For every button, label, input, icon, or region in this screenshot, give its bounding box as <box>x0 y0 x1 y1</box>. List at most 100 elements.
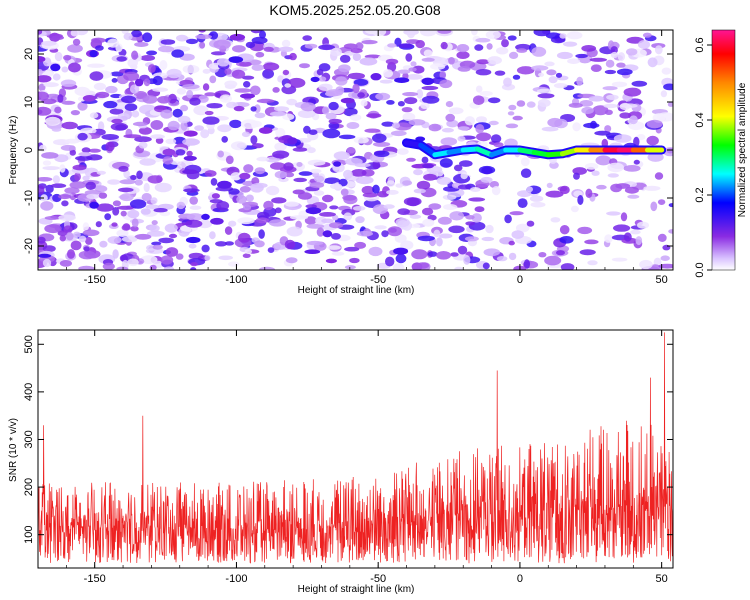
heatmap-cell <box>168 93 177 104</box>
heatmap-cell <box>140 255 158 265</box>
heatmap-cell <box>54 106 62 114</box>
heatmap-cell <box>292 147 308 152</box>
heatmap-cell <box>623 87 642 97</box>
heatmap-cell <box>297 192 313 200</box>
heatmap-cell <box>391 122 400 129</box>
heatmap-cell <box>236 142 246 149</box>
heatmap-cell <box>239 172 251 180</box>
heatmap-cell <box>265 185 280 196</box>
heatmap-cell <box>89 50 98 58</box>
heatmap-cell <box>304 216 317 225</box>
heatmap-cell <box>209 75 217 84</box>
heatmap-cell <box>285 257 298 264</box>
heatmap-cell <box>515 223 530 233</box>
heatmap-cell <box>478 165 496 175</box>
heatmap-cell <box>474 44 484 51</box>
heatmap-cell <box>256 156 270 162</box>
heatmap-cell <box>116 266 129 270</box>
heatmap-cell <box>413 169 423 176</box>
snr-x-ticks: -150 -100 -50 0 50 <box>37 330 668 585</box>
colorbar-tick-label: 0.6 <box>694 37 706 52</box>
heatmap-cell <box>254 112 266 119</box>
x-tick-label: -150 <box>84 274 106 286</box>
heatmap-cell <box>51 35 64 40</box>
heatmap-cell <box>613 134 632 143</box>
heatmap-cell <box>45 184 54 194</box>
heatmap-cell <box>183 130 198 137</box>
heatmap-cell <box>218 255 233 261</box>
heatmap-cell <box>379 79 393 84</box>
heatmap-cell <box>623 165 641 172</box>
heatmap-cell <box>293 177 308 183</box>
heatmap-cell <box>59 164 66 173</box>
heatmap-cell <box>131 50 139 60</box>
heatmap-cell <box>273 106 290 112</box>
heatmap-cell <box>309 182 325 189</box>
heatmap-cell <box>82 222 90 231</box>
y-tick-label: -10 <box>23 190 35 206</box>
heatmap-cell <box>559 225 570 235</box>
heatmap-cell <box>127 209 140 219</box>
heatmap-cell <box>251 36 268 45</box>
heatmap-cell <box>347 72 365 80</box>
heatmap-cell <box>457 245 468 255</box>
heatmap-cell <box>54 51 63 62</box>
heatmap-cell <box>210 178 218 186</box>
x-tick-label: 0 <box>517 573 523 585</box>
heatmap-cell <box>338 64 351 73</box>
heatmap-cell <box>183 155 197 161</box>
heatmap-cell <box>483 248 501 257</box>
signal-track-segment <box>474 146 495 158</box>
heatmap-cell <box>141 193 152 202</box>
heatmap-cell <box>516 66 535 75</box>
spectrogram-x-ticks: -150 -100 -50 0 50 <box>37 30 668 286</box>
heatmap-cell <box>138 126 152 135</box>
heatmap-cell <box>567 58 581 64</box>
heatmap-cell <box>262 68 274 79</box>
heatmap-cell <box>592 105 609 116</box>
heatmap-cell <box>130 225 139 232</box>
heatmap-cell <box>395 183 403 188</box>
heatmap-cell <box>327 245 341 250</box>
heatmap-cell <box>209 231 216 240</box>
x-tick-label: -50 <box>370 573 386 585</box>
heatmap-cell <box>238 232 251 243</box>
heatmap-cell <box>433 229 441 238</box>
heatmap-cell <box>146 230 165 237</box>
heatmap-cell <box>368 246 383 257</box>
heatmap-cell <box>642 32 652 38</box>
heatmap-cell <box>475 85 483 93</box>
heatmap-cell <box>95 45 104 51</box>
heatmap-cell <box>531 65 549 71</box>
heatmap-cell <box>530 201 546 208</box>
heatmap-cell <box>493 142 504 148</box>
heatmap-cell <box>250 106 257 112</box>
spectrogram-y-ticks: -20 -10 0 10 20 <box>23 48 673 254</box>
heatmap-cell <box>416 180 431 190</box>
heatmap-cell <box>186 213 204 221</box>
heatmap-cell <box>258 266 276 270</box>
heatmap-cell <box>77 101 88 111</box>
heatmap-cell <box>162 156 174 165</box>
heatmap-cell <box>166 68 182 79</box>
heatmap-cell <box>164 223 178 233</box>
heatmap-cell <box>150 134 165 139</box>
heatmap-cell <box>230 172 242 181</box>
heatmap-cell <box>657 199 666 206</box>
heatmap-cell <box>427 251 438 257</box>
heatmap-cell <box>93 82 106 91</box>
heatmap-cell <box>488 120 499 126</box>
heatmap-cell <box>42 160 52 166</box>
heatmap-cell <box>149 224 160 232</box>
heatmap-cell <box>251 182 268 189</box>
heatmap-cell <box>67 249 75 259</box>
heatmap-cell <box>505 123 519 129</box>
heatmap-cell <box>660 90 668 98</box>
y-tick-label: 400 <box>23 383 35 401</box>
heatmap-cell <box>240 93 255 99</box>
heatmap-cell <box>96 170 107 175</box>
heatmap-cell <box>372 30 387 37</box>
heatmap-cell <box>131 218 139 228</box>
heatmap-cell <box>548 76 558 84</box>
